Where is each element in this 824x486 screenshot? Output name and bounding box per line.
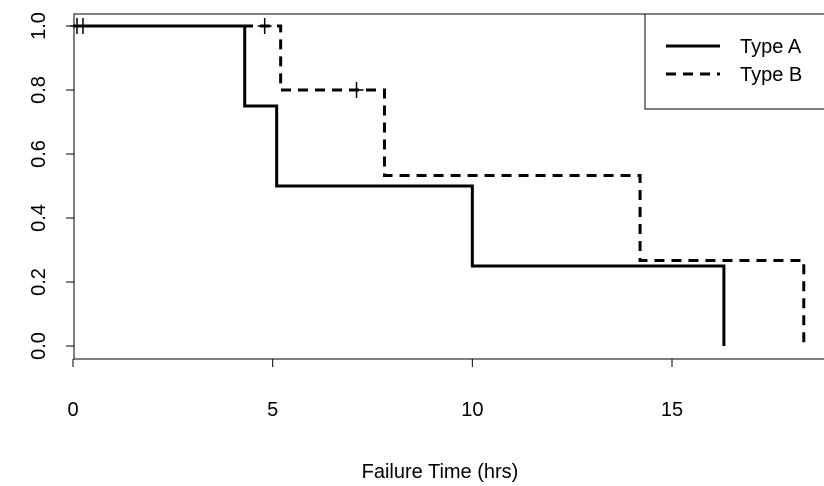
survival-curve bbox=[73, 24, 806, 346]
plot-frame bbox=[73, 13, 824, 360]
y-tick-label: 0.6 bbox=[28, 140, 50, 168]
y-tick-label: 1.0 bbox=[28, 12, 50, 40]
y-tick-label: 0.0 bbox=[28, 332, 50, 360]
series-layer bbox=[69, 18, 806, 346]
plot-box bbox=[73, 13, 824, 360]
legend: Type A Type B bbox=[644, 13, 824, 110]
legend-box bbox=[644, 13, 824, 110]
x-tick-label: 5 bbox=[267, 399, 278, 421]
axis-ticks: 0 5 10 15 0.0 0.2 0.4 0.6 0.8 1.0 bbox=[28, 12, 683, 421]
y-tick-label: 0.4 bbox=[28, 204, 50, 232]
survival-curve bbox=[73, 24, 726, 346]
y-tick-label: 0.8 bbox=[28, 76, 50, 104]
x-tick-label: 0 bbox=[67, 399, 78, 421]
legend-label: Type A bbox=[740, 36, 802, 58]
legend-label: Type B bbox=[740, 64, 802, 86]
series-type-b bbox=[73, 18, 806, 346]
series-type-a bbox=[69, 18, 726, 346]
x-axis-title: Failure Time (hrs) bbox=[362, 461, 519, 483]
x-tick-label: 15 bbox=[661, 399, 683, 421]
y-tick-label: 0.2 bbox=[28, 268, 50, 296]
x-tick-label: 10 bbox=[461, 399, 483, 421]
